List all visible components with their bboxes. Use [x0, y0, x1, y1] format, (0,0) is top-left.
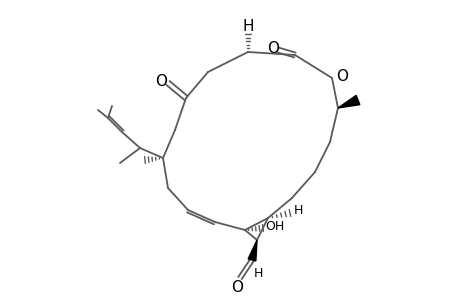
Polygon shape — [337, 95, 359, 108]
Text: O: O — [155, 74, 167, 88]
Text: H: H — [253, 268, 262, 281]
Text: O: O — [335, 68, 347, 83]
Text: O: O — [230, 280, 242, 296]
Text: H: H — [242, 19, 253, 34]
Text: O: O — [266, 40, 279, 56]
Polygon shape — [247, 240, 257, 261]
Text: H: H — [293, 203, 302, 217]
Text: OH: OH — [265, 220, 284, 233]
